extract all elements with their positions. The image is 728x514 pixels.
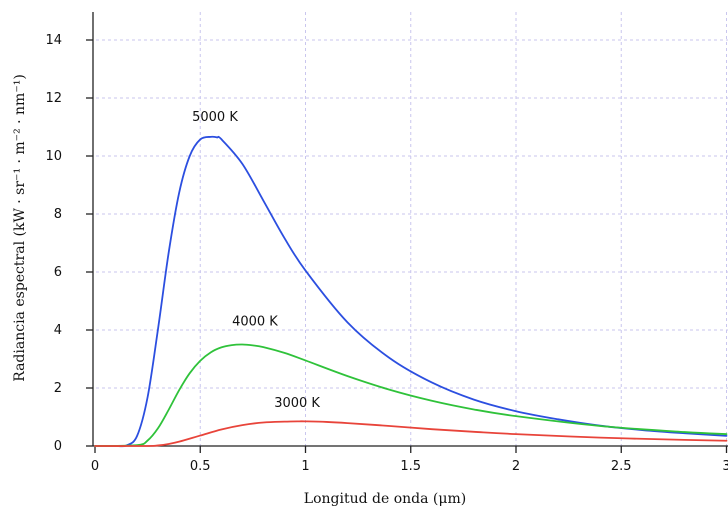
curve-label: 4000 K bbox=[232, 315, 278, 330]
x-axis-title: Longitud de onda (μm) bbox=[304, 491, 466, 507]
y-tick-label: 12 bbox=[45, 91, 62, 106]
curve-labels: 5000 K 4000 K 3000 K bbox=[192, 110, 320, 411]
series-line-5000-k bbox=[95, 137, 727, 447]
y-tick-label: 14 bbox=[45, 33, 62, 48]
y-tick-label: 2 bbox=[54, 381, 62, 396]
y-axis-title: Radiancia espectral (kW · sr⁻¹ · m⁻² · n… bbox=[12, 74, 28, 382]
y-tick-label: 8 bbox=[54, 207, 62, 222]
series-line-4000-k bbox=[95, 344, 727, 446]
x-tick-label: 2.5 bbox=[611, 459, 632, 474]
series bbox=[95, 137, 727, 447]
y-tick-label: 10 bbox=[45, 149, 62, 164]
ticks: 0 2 4 6 8 10 12 14 0 0.5 1 1.5 2 2.5 3 bbox=[45, 33, 728, 474]
y-tick-label: 6 bbox=[54, 265, 62, 280]
y-tick-label: 4 bbox=[54, 323, 62, 338]
x-tick-label: 2 bbox=[512, 459, 520, 474]
x-tick-label: 1 bbox=[301, 459, 309, 474]
curve-label: 5000 K bbox=[192, 110, 238, 125]
x-tick-label: 0.5 bbox=[190, 459, 211, 474]
curve-label: 3000 K bbox=[274, 396, 320, 411]
x-tick-label: 0 bbox=[91, 459, 99, 474]
grid bbox=[96, 12, 728, 446]
x-tick-label: 1.5 bbox=[400, 459, 421, 474]
y-tick-label: 0 bbox=[54, 439, 62, 454]
x-tick-label: 3 bbox=[722, 459, 728, 474]
